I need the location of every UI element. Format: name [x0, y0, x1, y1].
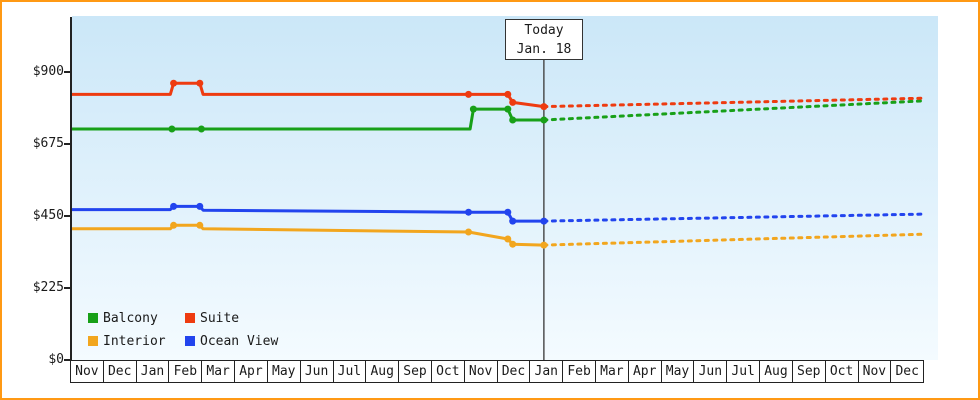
month-cell-0: Nov — [71, 361, 104, 382]
y-axis-label: $225 — [32, 280, 64, 295]
y-axis-label: $675 — [32, 136, 64, 151]
today-marker-label: Today Jan. 18 — [505, 19, 583, 60]
series-suite-point — [504, 90, 512, 98]
series-interior-forecast-line — [542, 232, 924, 247]
series-interior-point — [196, 221, 204, 229]
y-axis-label: $0 — [48, 352, 64, 367]
series-balcony-point — [168, 125, 176, 133]
series-suite-point — [465, 90, 472, 98]
interior-swatch-icon — [88, 336, 98, 346]
today-label-line2: Jan. 18 — [516, 42, 572, 57]
month-cell-20: Jul — [727, 361, 761, 382]
balcony-swatch-icon — [88, 313, 98, 323]
y-axis-tick — [64, 215, 71, 217]
month-cell-11: Oct — [432, 361, 465, 382]
series-ocean-view-forecast-line — [542, 212, 924, 223]
y-axis-tick — [64, 359, 71, 361]
legend: Balcony Suite Interior Ocean View — [88, 310, 278, 349]
series-interior-point — [540, 241, 548, 249]
y-axis-tick — [64, 143, 71, 145]
series-ocean-view-point — [170, 202, 178, 210]
y-axis-tick — [64, 71, 71, 73]
series-interior-point — [509, 240, 517, 248]
month-cell-21: Aug — [760, 361, 793, 382]
series-balcony-forecast-line — [542, 99, 924, 122]
month-cell-23: Oct — [826, 361, 859, 382]
legend-label-ocean-view: Ocean View — [200, 333, 279, 349]
month-cell-5: Apr — [235, 361, 268, 382]
series-suite-forecast-line — [542, 96, 924, 109]
series-balcony-point — [540, 116, 548, 124]
series-interior-point — [170, 221, 178, 229]
series-ocean-view-point — [504, 208, 512, 216]
series-ocean-view-history-line — [72, 204, 544, 223]
month-cell-4: Mar — [202, 361, 236, 382]
series-suite-point — [540, 103, 548, 111]
month-cell-8: Jul — [334, 361, 367, 382]
month-cell-10: Sep — [399, 361, 432, 382]
series-balcony-point — [197, 125, 205, 133]
month-cell-12: Nov — [465, 361, 498, 382]
legend-item-balcony: Balcony — [88, 310, 185, 326]
plot-svg — [72, 43, 924, 360]
ocean-view-swatch-icon — [185, 336, 195, 346]
series-interior-point — [465, 228, 472, 236]
y-axis-line — [70, 17, 72, 361]
month-cell-24: Nov — [859, 361, 892, 382]
today-label-line1: Today — [524, 23, 564, 38]
series-balcony-point — [469, 105, 477, 113]
month-cell-1: Dec — [104, 361, 137, 382]
series-suite-point — [509, 98, 517, 106]
legend-item-ocean-view: Ocean View — [185, 333, 278, 349]
series-ocean-view-point — [540, 217, 548, 225]
plot-background — [72, 16, 938, 360]
month-cell-14: Jan — [530, 361, 564, 382]
month-cell-13: Dec — [498, 361, 531, 382]
month-cell-22: Sep — [793, 361, 826, 382]
y-axis-tick — [64, 287, 71, 289]
series-suite-point — [196, 79, 204, 87]
suite-swatch-icon — [185, 313, 195, 323]
y-axis-label: $450 — [32, 208, 64, 223]
month-cell-16: Mar — [596, 361, 629, 382]
legend-label-balcony: Balcony — [103, 310, 158, 326]
month-cell-18: May — [662, 361, 695, 382]
legend-label-suite: Suite — [200, 310, 240, 326]
series-ocean-view-point — [196, 202, 204, 210]
series-suite-point — [170, 79, 178, 87]
legend-label-interior: Interior — [103, 333, 166, 349]
month-cell-3: Feb — [169, 361, 203, 382]
month-cell-25: Dec — [895, 364, 919, 379]
series-balcony-point — [504, 105, 512, 113]
series-interior-point — [504, 235, 512, 243]
y-axis-label: $900 — [32, 64, 64, 79]
legend-item-interior: Interior — [88, 333, 185, 349]
month-cell-15: Feb — [563, 361, 596, 382]
month-axis: Nov Dec Jan Feb Mar Apr May Jun Jul Aug Sep Oct Nov D… — [70, 360, 924, 383]
legend-item-suite: Suite — [185, 310, 278, 326]
month-cell-9: Aug — [366, 361, 400, 382]
series-ocean-view-point — [509, 217, 517, 225]
series-balcony-point — [509, 116, 517, 124]
series-ocean-view-point — [465, 208, 472, 216]
month-cell-6: May — [268, 361, 301, 382]
month-cell-17: Apr — [629, 361, 662, 382]
month-cell-7: Jun — [301, 361, 334, 382]
month-cell-2: Jan — [137, 361, 170, 382]
month-cell-19: Jun — [694, 361, 728, 382]
series-interior-history-line — [72, 223, 544, 247]
series-suite-history-line — [72, 81, 545, 109]
